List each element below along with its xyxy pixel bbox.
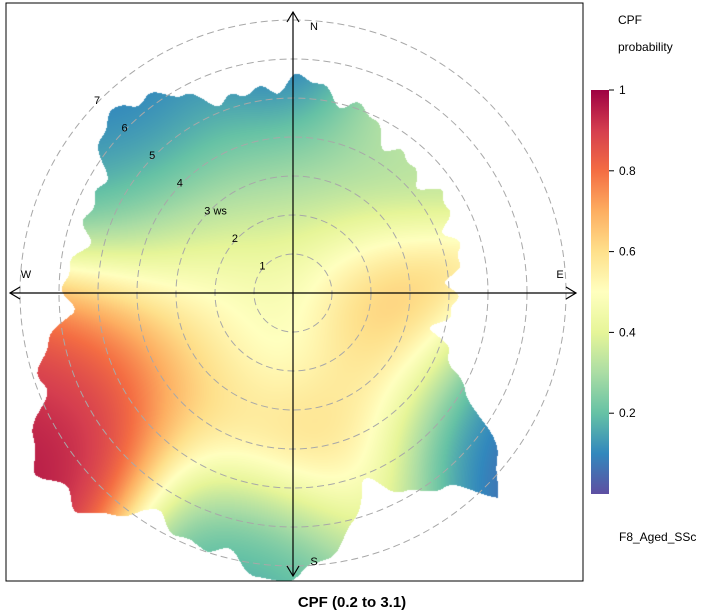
radial-axis-labels: 1 2 3 ws 4 5 6 7 [94, 95, 266, 272]
legend: CPF probability 0.2 0.4 0.6 0.8 1 F8_Aged_SS… [591, 13, 696, 544]
colorbar-ticks: 0.2 0.4 0.6 0.8 1 [609, 83, 636, 420]
east-arrowhead [565, 286, 578, 300]
colorbar-tick-label: 0.2 [619, 406, 636, 420]
radial-ring-label: 2 [232, 233, 238, 245]
north-arrowhead [286, 10, 300, 23]
radial-ring-label: 4 [177, 178, 183, 190]
legend-footer: F8_Aged_SSc [619, 530, 696, 544]
north-label: N [310, 21, 318, 33]
radial-ring-label: 6 [122, 123, 128, 135]
radial-ring-label: 3 ws [204, 205, 227, 217]
colorbar-tick-label: 0.8 [619, 164, 636, 178]
legend-title-line1: CPF [618, 13, 642, 27]
colorbar-tick-label: 0.6 [619, 245, 636, 259]
radial-ring-label: 1 [259, 260, 265, 272]
west-arrowhead [8, 286, 21, 300]
south-arrowhead [286, 565, 300, 578]
south-label: S [310, 556, 317, 568]
colorbar-tick-label: 0.4 [619, 325, 636, 339]
colorbar-tick-label: 1 [619, 83, 626, 97]
plot-panel-border [5, 2, 584, 582]
chart-title: CPF (0.2 to 3.1) [298, 594, 406, 611]
compass-axes [8, 10, 578, 578]
east-label: E [556, 269, 563, 281]
colorbar [591, 90, 609, 494]
legend-title-line2: probability [618, 40, 673, 54]
radial-ring-label: 5 [149, 150, 155, 162]
radial-ring-label: 7 [94, 95, 100, 107]
west-label: W [21, 269, 32, 281]
